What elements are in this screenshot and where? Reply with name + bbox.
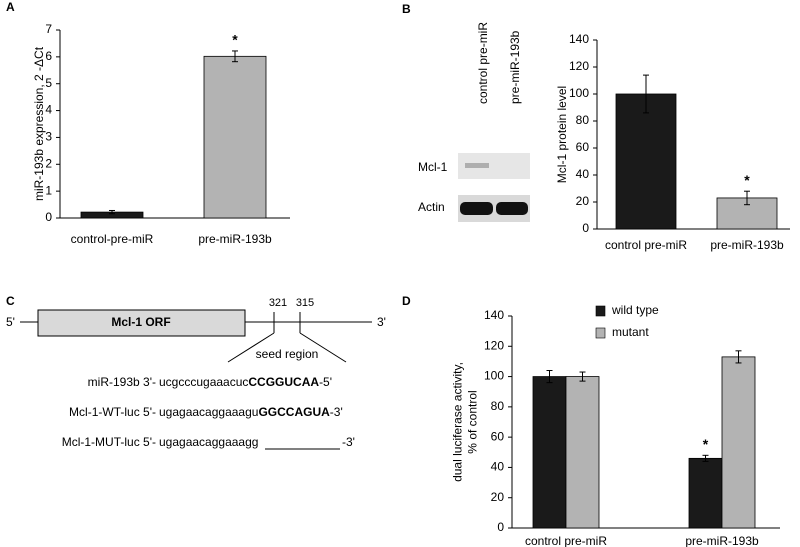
blot-image [458, 153, 530, 222]
y-tick-label: 40 [576, 167, 590, 181]
y-tick-label: 60 [576, 140, 590, 154]
y-tick-label: 80 [491, 399, 505, 413]
position: 315 [296, 297, 314, 309]
sequence-label: Mcl-1-MUT-luc 5'- [62, 435, 156, 449]
y-tick-label: 40 [491, 460, 505, 474]
y-tick-label: 2 [45, 156, 52, 170]
x-tick-label: pre-miR-193b [198, 232, 272, 246]
panel-label: D [402, 294, 411, 308]
error-bar [579, 371, 586, 382]
blot-row-label: Actin [418, 200, 445, 214]
panel-label: A [6, 0, 15, 14]
sequence-label: miR-193b 3'- [88, 375, 156, 389]
bar [615, 93, 677, 230]
lane-label: control pre-miR [476, 22, 490, 104]
gene-diagram [20, 309, 372, 450]
blot-row-label: Mcl-1 [418, 160, 448, 174]
y-axis-title: miR-193b expression, 2 -ΔCt [32, 46, 46, 201]
significance-mark: * [703, 436, 709, 452]
y-tick-label: 20 [576, 194, 590, 208]
error-bar [702, 454, 709, 462]
y-axis-title: Mcl-1 protein level [555, 86, 569, 183]
y-axis-title: dual luciferase activity, [451, 362, 465, 482]
y-tick-label: 0 [45, 210, 52, 224]
error-bar [232, 50, 238, 63]
y-tick-label: 80 [576, 113, 590, 127]
y-tick-label: 3 [45, 130, 52, 144]
bar [721, 356, 756, 529]
y-tick-label: 7 [45, 22, 52, 36]
sequence-part: -3' [342, 435, 355, 449]
sequence-part: ucgcccugaaacuc [159, 375, 248, 389]
sequence-part: ugagaacaggaaagg [159, 435, 258, 449]
y-tick-label: 0 [497, 520, 504, 534]
y-tick-label: 140 [569, 32, 589, 46]
y-tick-label: 0 [582, 221, 589, 235]
x-tick-label: pre-miR-193b [710, 238, 784, 252]
y-axis-title: % of control [466, 390, 480, 453]
y-tick-label: 5 [45, 76, 52, 90]
sequence: ucgcccugaaacucCCGGUCAA-5' [159, 375, 332, 389]
legend-label: mutant [612, 325, 649, 339]
legend-swatch [595, 327, 606, 339]
error-bar [546, 370, 553, 384]
sequence-part: GGCCAGUA [258, 405, 330, 419]
y-tick-label: 6 [45, 49, 52, 63]
three-prime: 3' [377, 315, 386, 329]
bar [203, 55, 267, 219]
bar [688, 457, 723, 529]
sequence-part: ugagaacaggaaagu [159, 405, 258, 419]
error-bar [643, 74, 649, 114]
error-bar [109, 209, 115, 215]
sequence: ugagaacaggaaaguGGCCAGUA-3' [159, 405, 343, 419]
y-tick-label: 120 [484, 338, 504, 352]
y-tick-label: 140 [484, 308, 504, 322]
position: 321 [269, 297, 287, 309]
y-tick-label: 4 [45, 103, 52, 117]
bar [565, 376, 600, 529]
legend-label: wild type [611, 303, 659, 317]
y-tick-label: 60 [491, 429, 505, 443]
five-prime: 5' [6, 315, 15, 329]
y-tick-label: 100 [484, 369, 504, 383]
panel-label: C [6, 294, 15, 308]
x-tick-label: pre-miR-193b [685, 534, 759, 547]
orf-label: Mcl-1 ORF [111, 315, 170, 329]
significance-mark: * [744, 172, 750, 188]
y-tick-label: 100 [569, 86, 589, 100]
error-bar [735, 350, 742, 364]
x-tick-label: control-pre-miR [71, 232, 154, 246]
y-tick-label: 20 [491, 490, 505, 504]
seed-label: seed region [256, 347, 319, 361]
lane-label: pre-miR-193b [508, 30, 522, 104]
sequence-part: CCGGUCAA [248, 375, 319, 389]
sequence-part: -5' [319, 375, 332, 389]
significance-mark: * [232, 32, 238, 48]
bar [532, 376, 567, 529]
error-bar [744, 190, 750, 206]
x-tick-label: control pre-miR [525, 534, 607, 547]
x-tick-label: control pre-miR [605, 238, 687, 252]
legend-swatch [595, 305, 606, 317]
sequence-label: Mcl-1-WT-luc 5'- [69, 405, 156, 419]
sequence-part: -3' [330, 405, 343, 419]
y-tick-label: 120 [569, 59, 589, 73]
y-tick-label: 1 [45, 183, 52, 197]
sequence: ugagaacaggaaagg -3' [159, 435, 355, 449]
panel-label: B [402, 2, 411, 16]
